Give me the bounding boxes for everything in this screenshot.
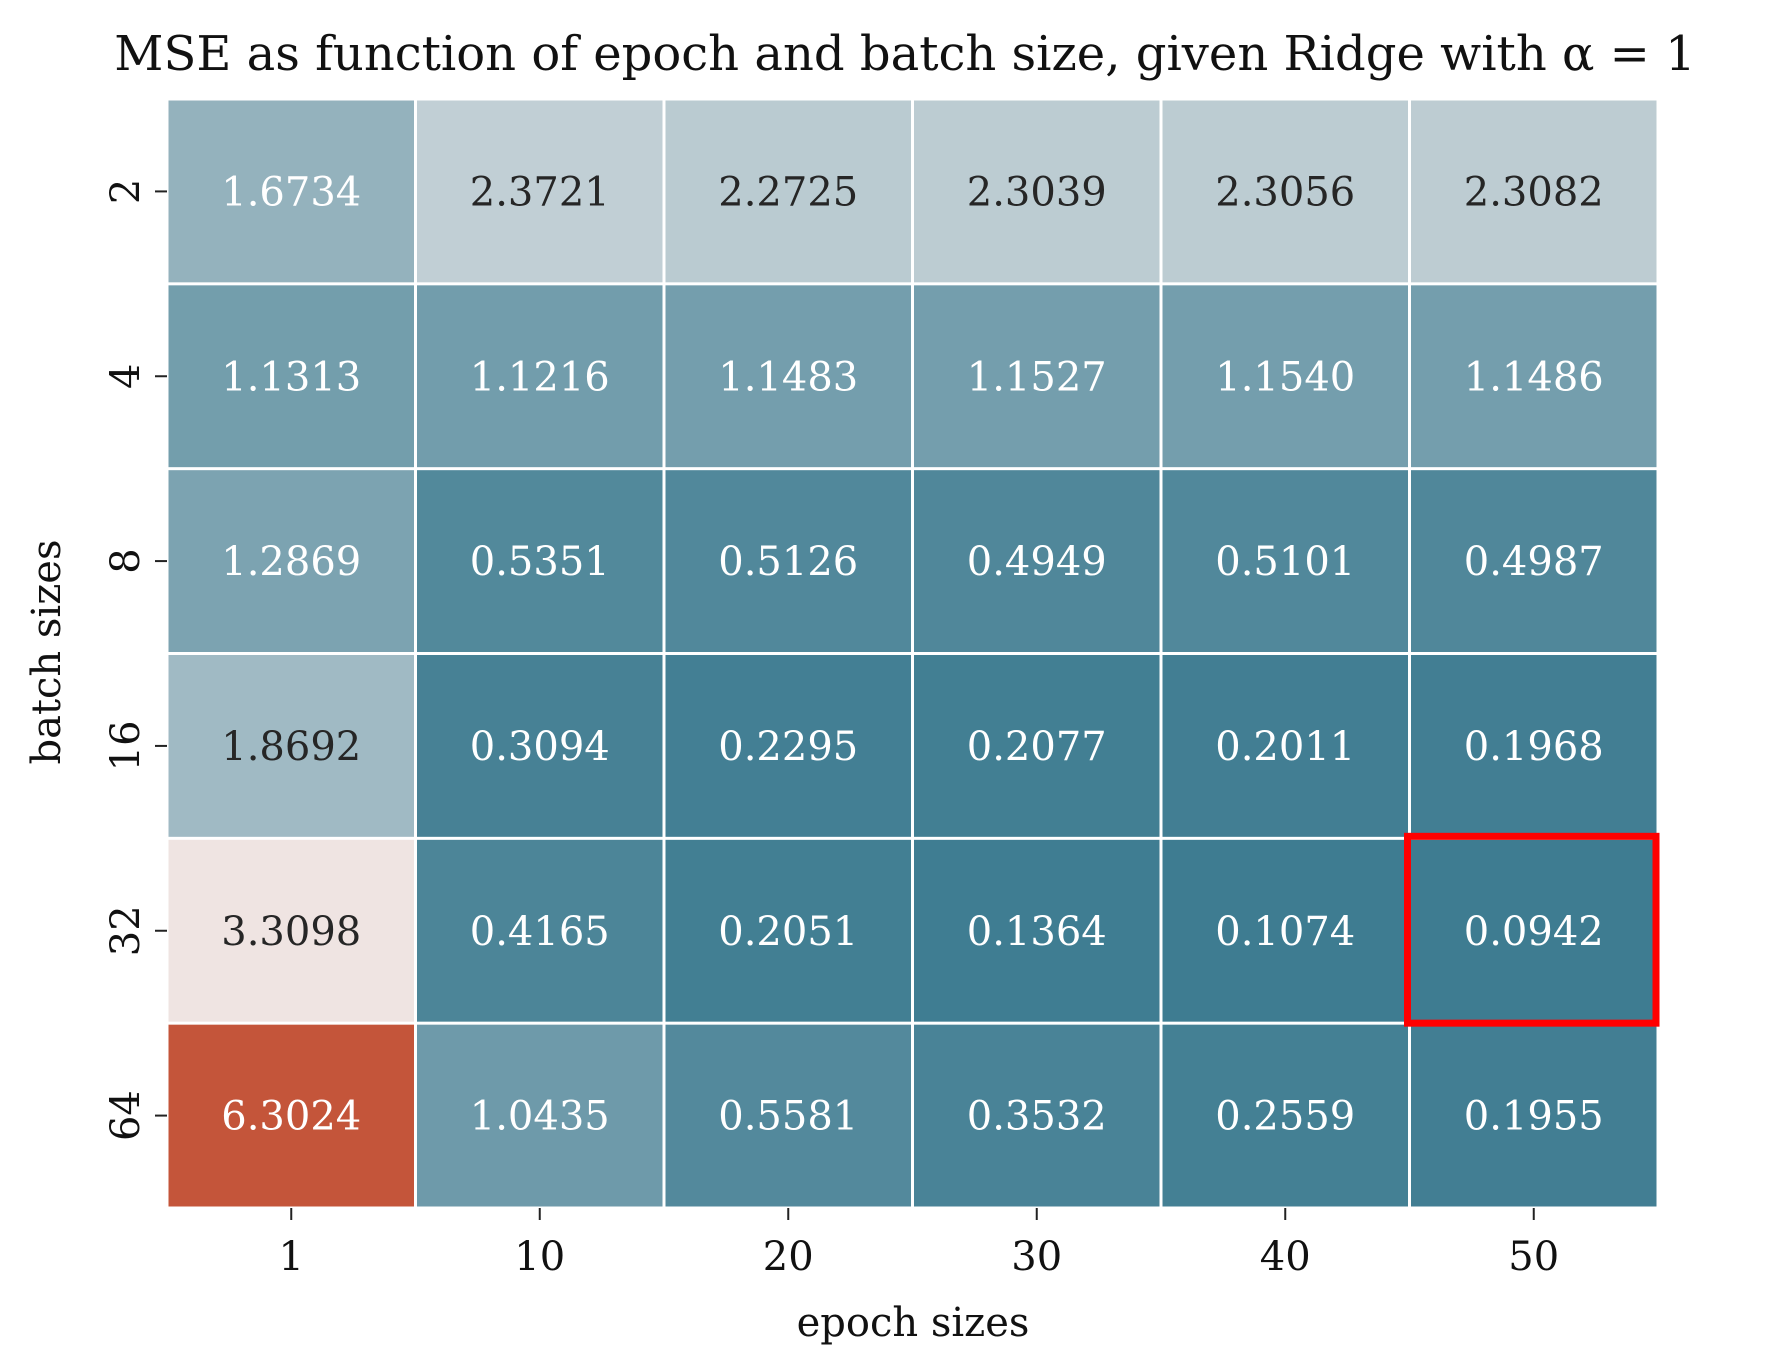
heatmap-cell-r2-c3 — [914, 470, 1160, 652]
heatmap-cell-r0-c1 — [417, 100, 663, 283]
cell-value-label: 1.1313 — [221, 354, 361, 400]
cell-value-label: 1.1486 — [1464, 354, 1604, 400]
heatmap-cell-r5-c2 — [665, 1024, 911, 1207]
cell-value-label: 0.2051 — [718, 909, 858, 955]
heatmap-cell-r3-c4 — [1162, 655, 1408, 837]
cell-value-label: 0.5581 — [718, 1094, 858, 1140]
heatmap-cell-r5-c0 — [168, 1024, 414, 1207]
heatmap-cell-r0-c4 — [1162, 100, 1408, 283]
y-tick-label: 8 — [103, 548, 149, 573]
heatmap-cell-r4-c3 — [914, 839, 1160, 1022]
heatmap-cell-r3-c2 — [665, 655, 911, 837]
y-tick-label: 4 — [103, 364, 149, 389]
cell-value-label: 1.1483 — [718, 354, 858, 400]
cell-value-label: 0.2077 — [967, 724, 1107, 770]
x-tick-label: 40 — [1260, 1234, 1311, 1280]
chart-title: MSE as function of epoch and batch size,… — [114, 26, 1695, 82]
heatmap-cell-r3-c1 — [417, 655, 663, 837]
heatmap-cell-r2-c1 — [417, 470, 663, 652]
cell-value-label: 0.2559 — [1215, 1094, 1355, 1140]
cell-value-label: 1.8692 — [221, 724, 361, 770]
heatmap-cell-r4-c2 — [665, 839, 911, 1022]
cell-value-label: 0.3532 — [967, 1094, 1107, 1140]
x-tick-label: 20 — [763, 1234, 814, 1280]
heatmap-cell-r1-c4 — [1162, 285, 1408, 468]
heatmap-cell-r4-c5 — [1411, 839, 1657, 1022]
cell-value-label: 2.3056 — [1215, 169, 1355, 215]
cell-value-label: 0.1968 — [1464, 724, 1604, 770]
y-tick-label: 64 — [103, 1090, 149, 1141]
cell-value-label: 2.2725 — [718, 169, 858, 215]
heatmap-cell-r5-c3 — [914, 1024, 1160, 1207]
cell-value-label: 2.3082 — [1464, 169, 1604, 215]
heatmap-cell-r4-c1 — [417, 839, 663, 1022]
heatmap-cell-r5-c4 — [1162, 1024, 1408, 1207]
cell-value-label: 0.1955 — [1464, 1094, 1604, 1140]
cell-value-label: 0.2011 — [1215, 724, 1355, 770]
cell-value-label: 1.1216 — [470, 354, 610, 400]
cell-value-label: 0.4949 — [967, 539, 1107, 585]
cell-value-label: 0.5126 — [718, 539, 858, 585]
heatmap-cell-r2-c5 — [1411, 470, 1657, 652]
cell-value-label: 0.4987 — [1464, 539, 1604, 585]
heatmap-cell-r0-c3 — [914, 100, 1160, 283]
x-tick-label: 50 — [1508, 1234, 1559, 1280]
cell-value-label: 0.3094 — [470, 724, 610, 770]
cell-value-label: 1.2869 — [221, 539, 361, 585]
cell-value-label: 0.0942 — [1464, 909, 1604, 955]
heatmap-cell-r2-c2 — [665, 470, 911, 652]
heatmap-cell-r4-c0 — [168, 839, 414, 1022]
y-tick-label: 2 — [103, 179, 149, 204]
heatmap-cell-r3-c0 — [168, 655, 414, 837]
x-tick-label: 30 — [1011, 1234, 1062, 1280]
cell-value-label: 1.1527 — [967, 354, 1107, 400]
x-tick-label: 1 — [279, 1234, 304, 1280]
cell-value-label: 0.5351 — [470, 539, 610, 585]
heatmap-cell-r1-c0 — [168, 285, 414, 468]
x-tick-label: 10 — [514, 1234, 565, 1280]
cell-value-label: 3.3098 — [221, 909, 361, 955]
x-axis-label: epoch sizes — [797, 1300, 1030, 1346]
heatmap-cell-r4-c4 — [1162, 839, 1408, 1022]
heatmap-cell-r2-c4 — [1162, 470, 1408, 652]
heatmap-cell-r1-c5 — [1411, 285, 1657, 468]
heatmap-cell-r0-c0 — [168, 100, 414, 283]
cell-value-labels: 1.6734 2.3721 2.2725 2.3039 2.3056 2.3082 1.13… — [221, 169, 1603, 1139]
cell-value-label: 2.3721 — [470, 169, 610, 215]
y-axis-label: batch sizes — [24, 540, 70, 765]
cell-value-label: 0.2295 — [718, 724, 858, 770]
cell-value-label: 1.1540 — [1215, 354, 1355, 400]
y-tick-label: 16 — [103, 720, 149, 771]
heatmap-cell-r3-c3 — [914, 655, 1160, 837]
highlight-layer — [1404, 832, 1660, 1027]
highlight-box — [1404, 832, 1660, 1027]
heatmap-cell-r0-c5 — [1411, 100, 1657, 283]
heatmap-cell-r0-c2 — [665, 100, 911, 283]
heatmap-cell-r2-c0 — [168, 470, 414, 652]
cell-value-label: 2.3039 — [967, 169, 1107, 215]
heatmap-cell-r5-c5 — [1411, 1024, 1657, 1207]
heatmap-cell-r1-c3 — [914, 285, 1160, 468]
heatmap-cell-r1-c2 — [665, 285, 911, 468]
x-axis: 1 10 20 30 40 50 — [279, 1208, 1559, 1280]
y-tick-label: 32 — [103, 905, 149, 956]
heatmap-cells — [168, 100, 1657, 1207]
cell-value-label: 0.1074 — [1215, 909, 1355, 955]
cell-value-label: 1.0435 — [470, 1094, 610, 1140]
heatmap-cell-r5-c1 — [417, 1024, 663, 1207]
cell-value-label: 0.4165 — [470, 909, 610, 955]
cell-value-label: 0.1364 — [967, 909, 1107, 955]
heatmap-cell-r1-c1 — [417, 285, 663, 468]
cell-value-label: 1.6734 — [221, 169, 361, 215]
cell-value-label: 0.5101 — [1215, 539, 1355, 585]
cell-value-label: 6.3024 — [221, 1094, 361, 1140]
heatmap-cell-r3-c5 — [1411, 655, 1657, 837]
y-axis: 2 4 8 16 32 64 — [103, 179, 167, 1141]
